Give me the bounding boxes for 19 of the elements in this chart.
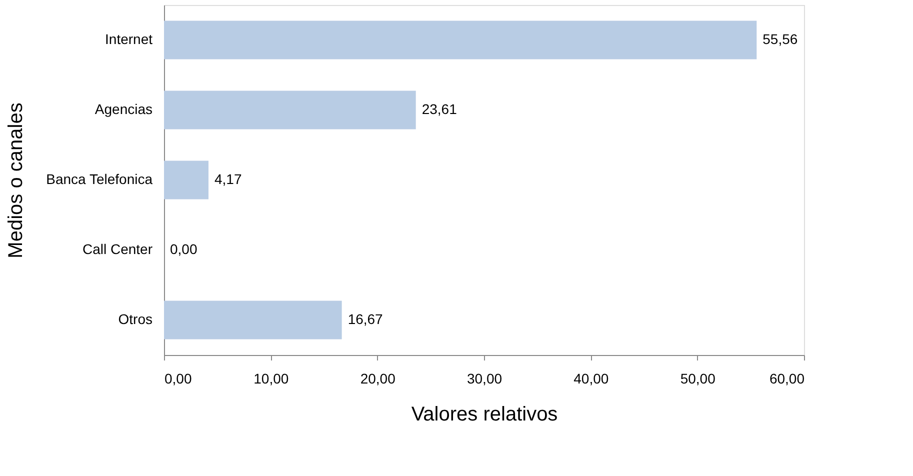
data-label: 23,61: [422, 101, 458, 117]
data-label: 16,67: [348, 311, 384, 327]
y-tick-label: Call Center: [82, 241, 153, 257]
y-tick-label: Internet: [105, 31, 153, 47]
x-tick-label: 40,00: [574, 370, 609, 386]
x-tick-label: 20,00: [360, 370, 396, 386]
x-axis-title: Valores relativos: [411, 404, 558, 426]
y-tick-label: Banca Telefonica: [46, 171, 153, 187]
y-axis-title: Medios o canales: [4, 102, 27, 258]
y-tick-label: Agencias: [94, 101, 152, 117]
x-tick-label: 30,00: [466, 370, 502, 386]
x-tick-label: 0,00: [164, 370, 192, 386]
data-label: 4,17: [214, 171, 242, 187]
data-label: 0,00: [170, 241, 198, 257]
data-label: 55,56: [762, 31, 798, 47]
x-tick-label: 10,00: [254, 370, 289, 386]
y-tick-label: Otros: [118, 311, 152, 327]
x-tick-label: 50,00: [680, 370, 716, 386]
x-tick-label: 60,00: [769, 370, 805, 386]
